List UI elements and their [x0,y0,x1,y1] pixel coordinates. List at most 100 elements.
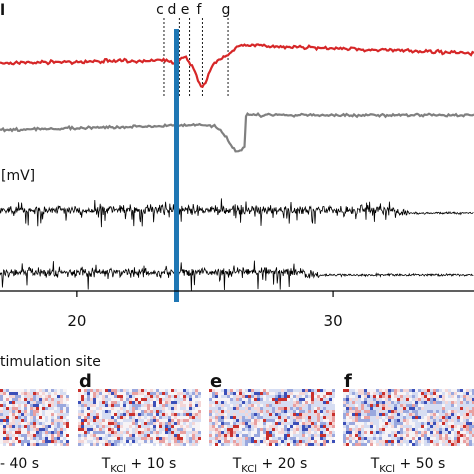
heatmap-cell [448,416,451,419]
heatmap-cell [320,434,323,437]
heatmap-cell [427,392,430,395]
heatmap-cell [439,434,442,437]
heatmap-cell [198,434,201,437]
heatmap-cell [439,419,442,422]
heatmap-cell [361,401,364,404]
heatmap-cell [385,440,388,443]
heatmap-cell [102,401,105,404]
heatmap-cell [466,395,469,398]
heatmap-cell [0,404,3,407]
heatmap-cell [248,425,251,428]
heatmap-cell [57,407,60,410]
heatmap-cell [48,425,51,428]
heatmap-cell [236,443,239,446]
heatmap-cell [442,407,445,410]
heatmap-cell [361,437,364,440]
heatmap-cell [346,431,349,434]
heatmap-cell [463,413,466,416]
heatmap-cell [138,389,141,392]
heatmap-cell [147,398,150,401]
heatmap-cell [239,431,242,434]
heatmap-cell [236,410,239,413]
heatmap-cell [394,410,397,413]
heatmap-cell [412,428,415,431]
heatmap-cell [215,416,218,419]
heatmap-cell [63,422,66,425]
heatmap-cell [451,392,454,395]
heatmap-cell [117,437,120,440]
heatmap-cell [451,428,454,431]
heatmap-cell [406,389,409,392]
heatmap-cell [36,395,39,398]
heatmap-cell [192,434,195,437]
heatmap-cell [242,422,245,425]
heatmap-cell [263,428,266,431]
heatmap-cell [105,440,108,443]
heatmap-cell [355,425,358,428]
heatmap-cell [212,389,215,392]
heatmap-cell [156,398,159,401]
heatmap-cell [427,440,430,443]
heatmap-cell [302,425,305,428]
heatmap-cell [454,422,457,425]
heatmap-cell [96,395,99,398]
heatmap-cell [284,416,287,419]
heatmap-cell [436,419,439,422]
heatmap-cell [174,389,177,392]
heatmap-cell [36,434,39,437]
heatmap-cell [111,443,114,446]
heatmap-cell [144,413,147,416]
heatmap-cell [36,413,39,416]
heatmap-cell [153,425,156,428]
heatmap-cell [248,431,251,434]
heatmap-cell [120,425,123,428]
heatmap-cell [51,422,54,425]
heatmap-cell [111,440,114,443]
heatmap-cell [174,401,177,404]
heatmap-cell [15,437,18,440]
heatmap-cell [326,425,329,428]
heatmap-cell [242,401,245,404]
heatmap-cell [227,425,230,428]
heatmap-cell [12,422,15,425]
heatmap-cell [466,407,469,410]
heatmap-cell [102,398,105,401]
heatmap-cell [230,410,233,413]
heatmap-cell [177,437,180,440]
heatmap-cell [141,437,144,440]
heatmap-cell [186,437,189,440]
heatmap-cell [84,389,87,392]
heatmap-cell [343,416,346,419]
heatmap-cell [36,428,39,431]
heatmap-cell [159,404,162,407]
heatmap-cell [33,404,36,407]
heatmap-cell [370,437,373,440]
heatmap-cell [320,443,323,446]
heatmap-cell [385,404,388,407]
heatmap-cell [99,392,102,395]
heatmap-cell [376,407,379,410]
heatmap-cell [33,443,36,446]
heatmap-cell [361,392,364,395]
heatmap-cell [236,407,239,410]
heatmap-cell [466,419,469,422]
heatmap-cell [466,401,469,404]
heatmap-cell [311,404,314,407]
heatmap-cell [36,392,39,395]
heatmap-cell [427,443,430,446]
heatmap-cell [355,416,358,419]
heatmap-cell [266,398,269,401]
heatmap-cell [469,389,472,392]
heatmap-cell [102,410,105,413]
heatmap-cell [78,389,81,392]
heatmap-cell [370,431,373,434]
heatmap-cell [212,425,215,428]
corner-label: l [0,1,5,19]
heatmap-cell [436,428,439,431]
heatmap-cell [263,407,266,410]
heatmap-cell [352,413,355,416]
heatmap-cell [114,443,117,446]
heatmap-cell [424,431,427,434]
heatmap-cell [245,413,248,416]
